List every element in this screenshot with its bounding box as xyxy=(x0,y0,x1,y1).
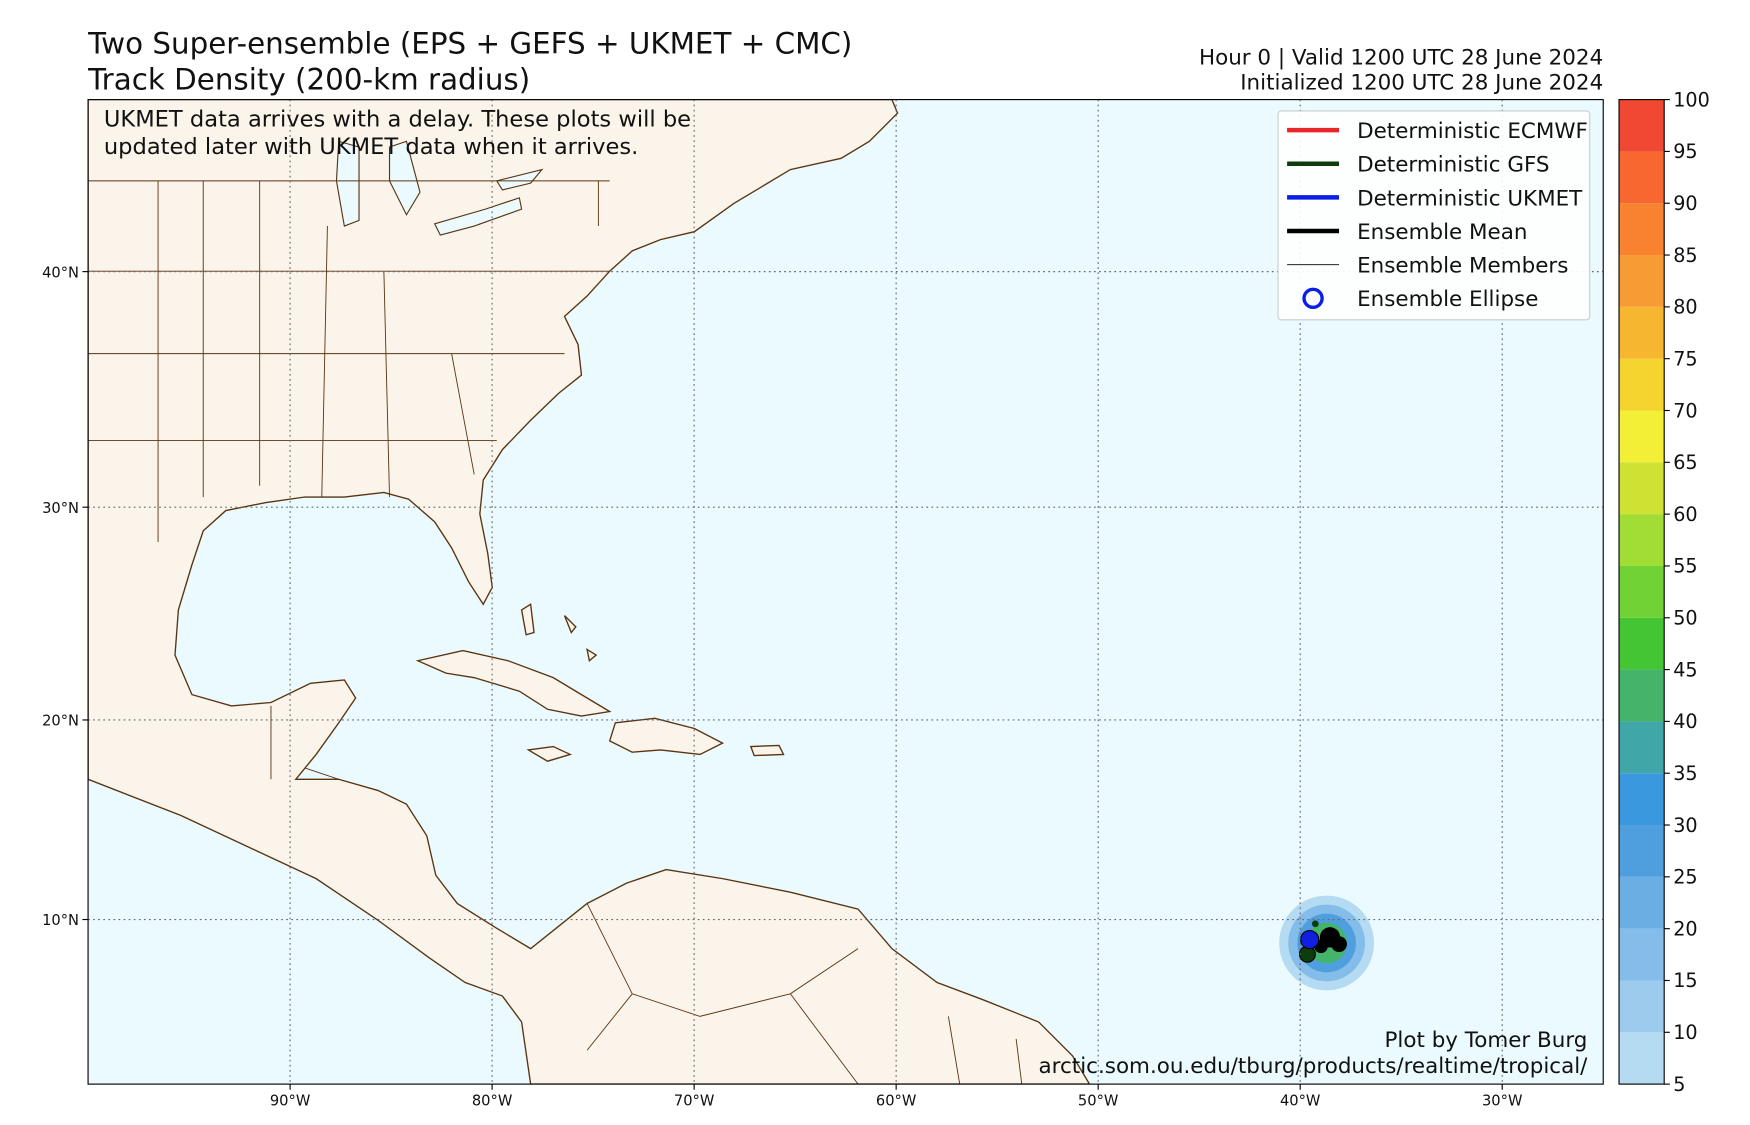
colorbar-segment xyxy=(1619,1032,1665,1085)
colorbar-segment xyxy=(1619,876,1665,929)
lon-tick-label: 60°W xyxy=(876,1093,917,1110)
lon-tick-label: 90°W xyxy=(270,1093,311,1110)
colorbar-tick-label: 90 xyxy=(1673,192,1697,215)
colorbar-tick-label: 70 xyxy=(1673,399,1697,422)
colorbar-segment xyxy=(1619,462,1665,515)
storm-density xyxy=(1279,895,1375,991)
colorbar-tick-label: 95 xyxy=(1673,140,1697,163)
lon-tick-label: 70°W xyxy=(674,1093,715,1110)
title-line: Track Density (200-km radius) xyxy=(87,62,530,96)
legend-label: Ensemble Mean xyxy=(1357,220,1527,245)
land-americas xyxy=(88,99,1091,1085)
colorbar-segment xyxy=(1619,151,1665,204)
colorbar-segment xyxy=(1619,203,1665,256)
colorbar-tick-label: 85 xyxy=(1673,244,1697,267)
colorbar-tick-label: 20 xyxy=(1673,917,1697,940)
lon-tick-label: 40°W xyxy=(1280,1093,1321,1110)
legend-label: Deterministic ECMWF xyxy=(1357,119,1588,144)
colorbar-tick-label: 30 xyxy=(1673,814,1697,837)
legend-symbol xyxy=(1302,287,1324,310)
map-frame xyxy=(87,99,1604,1085)
island-puerto-rico xyxy=(749,744,785,757)
colorbar-tick-label: 50 xyxy=(1673,607,1697,630)
lat-tick-label: 10°N xyxy=(42,912,79,929)
colorbar-tick-label: 10 xyxy=(1673,1021,1697,1044)
lat-tick-label: 40°N xyxy=(42,264,79,281)
credit-line: arctic.som.ou.edu/tburg/products/realtim… xyxy=(1039,1054,1589,1079)
info-line: Initialized 1200 UTC 28 June 2024 xyxy=(1240,70,1603,95)
lon-tick-label: 50°W xyxy=(1078,1093,1119,1110)
colorbar-tick-label: 25 xyxy=(1673,866,1697,889)
country-borders xyxy=(270,705,1023,1085)
island-bahamas xyxy=(520,603,598,662)
legend-label: Deterministic UKMET xyxy=(1357,186,1583,211)
colorbar-segment xyxy=(1619,825,1665,877)
colorbar-segment xyxy=(1619,928,1665,981)
colorbar-segment xyxy=(1619,721,1665,774)
colorbar-tick-label: 15 xyxy=(1673,969,1697,992)
legend-label: Ensemble Ellipse xyxy=(1357,287,1538,312)
lat-tick-label: 20°N xyxy=(42,713,79,730)
legend-label: Ensemble Members xyxy=(1357,254,1568,279)
colorbar-tick-label: 75 xyxy=(1673,347,1697,370)
colorbar-frame xyxy=(1618,99,1665,1085)
lon-tick-label: 80°W xyxy=(472,1093,513,1110)
colorbar-segment xyxy=(1619,514,1665,566)
great-lakes xyxy=(335,140,544,236)
legend-label: Deterministic GFS xyxy=(1357,153,1549,178)
credit-line: Plot by Tomer Burg xyxy=(1384,1028,1587,1053)
colorbar-tick-label: 60 xyxy=(1673,503,1697,526)
colorbar-segment xyxy=(1619,255,1665,307)
colorbar-tick-label: 55 xyxy=(1673,555,1697,578)
colorbar-segment xyxy=(1619,565,1665,618)
basemap xyxy=(88,99,1375,1085)
island-cuba xyxy=(415,649,612,717)
colorbar-segment xyxy=(1619,669,1665,722)
colorbar-segment xyxy=(1619,617,1665,670)
colorbar-segment xyxy=(1619,306,1665,359)
island-jamaica xyxy=(526,745,573,762)
colorbar-segment xyxy=(1619,410,1665,463)
colorbar-segment xyxy=(1619,773,1665,826)
colorbar-tick-label: 65 xyxy=(1673,451,1697,474)
title-line: Two Super-ensemble (EPS + GEFS + UKMET +… xyxy=(87,26,852,60)
colorbar-tick-label: 80 xyxy=(1673,296,1697,319)
colorbar-tick-label: 40 xyxy=(1673,710,1697,733)
colorbar-segment xyxy=(1619,980,1665,1033)
lat-tick-label: 30°N xyxy=(42,500,79,517)
map-note: UKMET data arrives with a delay. These p… xyxy=(104,107,691,133)
info-line: Hour 0 | Valid 1200 UTC 28 June 2024 xyxy=(1199,46,1603,71)
legend-box xyxy=(1277,110,1591,321)
lon-tick-label: 30°W xyxy=(1482,1093,1523,1110)
colorbar-tick-label: 100 xyxy=(1673,88,1710,111)
colorbar-tick-label: 45 xyxy=(1673,658,1697,681)
colorbar-tick-label: 5 xyxy=(1673,1073,1685,1096)
colorbar-tick-label: 35 xyxy=(1673,762,1697,785)
colorbar-segment xyxy=(1619,358,1665,411)
map-note: updated later with UKMET data when it ar… xyxy=(104,134,638,160)
colorbar-segment xyxy=(1619,99,1665,152)
